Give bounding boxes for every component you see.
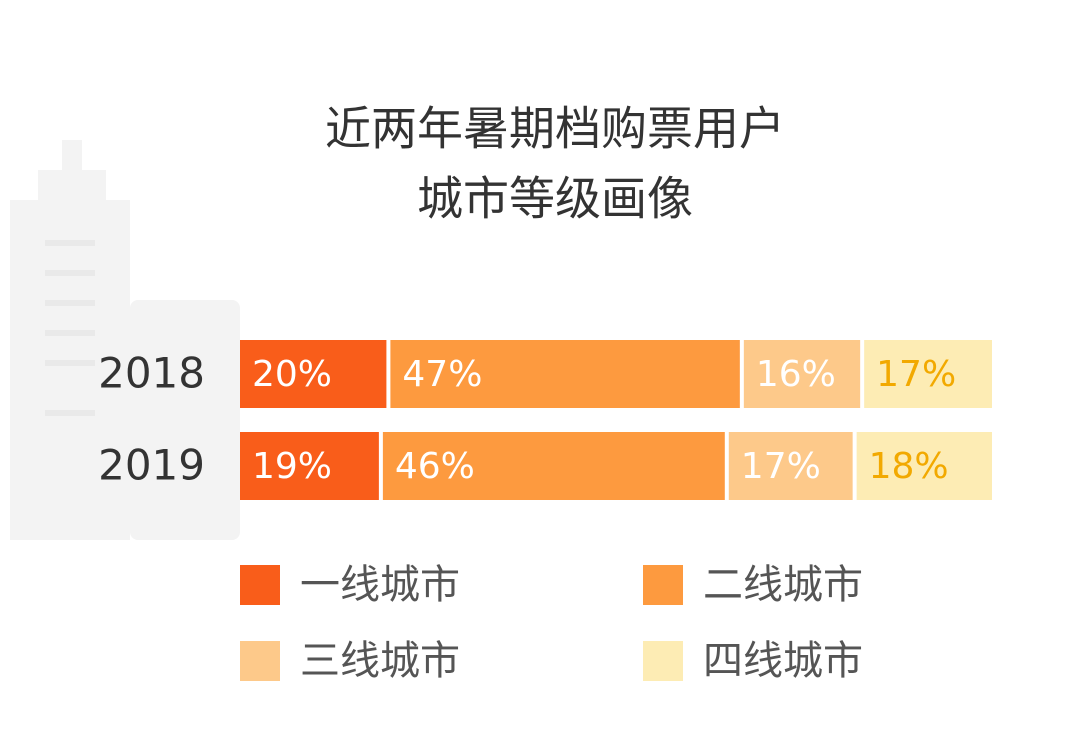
bar-segment xyxy=(240,340,387,408)
data-label: 18% xyxy=(869,446,949,487)
legend-label: 三线城市 xyxy=(300,638,460,684)
legend-label: 四线城市 xyxy=(703,638,863,684)
y-tick-label: 2018 xyxy=(98,349,205,398)
chart-title: 城市等级画像 xyxy=(417,172,693,226)
legend-swatch xyxy=(240,641,280,681)
legend-label: 二线城市 xyxy=(703,562,863,608)
legend-label: 一线城市 xyxy=(300,562,460,608)
bar-segment xyxy=(856,432,992,500)
data-label: 20% xyxy=(252,354,332,395)
bar-segment xyxy=(728,432,853,500)
background-buildings xyxy=(10,140,240,540)
bar-segment xyxy=(240,432,379,500)
data-label: 46% xyxy=(395,446,475,487)
data-label: 47% xyxy=(402,354,482,395)
data-label: 16% xyxy=(756,354,836,395)
legend-swatch xyxy=(240,565,280,605)
legend-swatch xyxy=(643,565,683,605)
bar-segment xyxy=(390,340,740,408)
bar-segment xyxy=(864,340,992,408)
bar-segment xyxy=(743,340,861,408)
chart-title: 近两年暑期档购票用户 xyxy=(325,102,785,156)
data-label: 17% xyxy=(876,354,956,395)
legend-swatch xyxy=(643,641,683,681)
data-label: 17% xyxy=(741,446,821,487)
y-tick-label: 2019 xyxy=(98,441,205,490)
data-label: 19% xyxy=(252,446,332,487)
bar-segment xyxy=(382,432,725,500)
